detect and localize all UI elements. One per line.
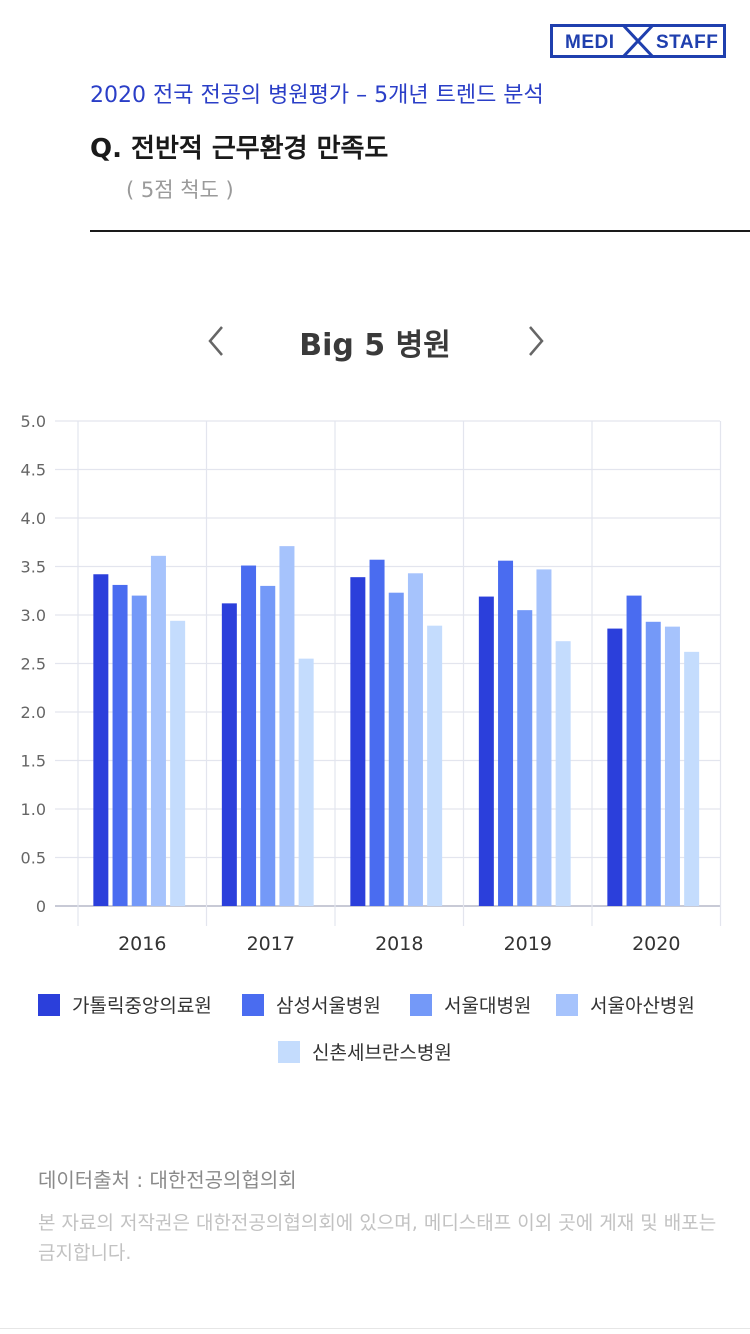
bar-2018-5 bbox=[427, 625, 443, 906]
legend-label: 삼성서울병원 bbox=[276, 995, 381, 1017]
y-tick-label: 2.0 bbox=[21, 703, 46, 722]
logo-x-mark bbox=[620, 24, 656, 58]
bar-2017-3 bbox=[260, 585, 276, 906]
data-source: 데이터출처 : 대한전공의협의회 bbox=[38, 1168, 297, 1192]
medistaff-logo: MEDI STAFF bbox=[550, 24, 726, 58]
legend-item: 서울아산병원 bbox=[556, 991, 695, 1018]
bar-2017-1 bbox=[221, 603, 237, 906]
copyright-notice: 본 자료의 저작권은 대한전공의협의회에 있으며, 메디스태프 이외 곳에 게재… bbox=[38, 1212, 717, 1264]
bottom-divider bbox=[0, 1328, 750, 1329]
bar-2016-4 bbox=[150, 555, 166, 906]
bar-2020-5 bbox=[684, 651, 700, 906]
bar-2019-3 bbox=[517, 610, 533, 906]
x-tick-label: 2016 bbox=[118, 933, 166, 955]
legend-swatch bbox=[556, 993, 578, 1016]
bar-2016-5 bbox=[170, 620, 186, 906]
y-tick-label: 1.5 bbox=[21, 752, 46, 771]
bar-2019-5 bbox=[555, 641, 571, 906]
x-tick-label: 2017 bbox=[247, 933, 295, 955]
legend-swatch bbox=[38, 993, 60, 1016]
x-tick-label: 2018 bbox=[375, 933, 423, 955]
bar-2019-4 bbox=[536, 569, 552, 906]
y-tick-label: 2.5 bbox=[21, 655, 46, 674]
y-tick-label: 3.5 bbox=[21, 558, 46, 577]
y-tick-label: 4.5 bbox=[21, 461, 46, 480]
y-tick-label: 0.5 bbox=[21, 849, 46, 868]
legend-label: 신촌세브란스병원 bbox=[312, 1042, 452, 1064]
bar-2017-4 bbox=[279, 546, 295, 906]
bar-2020-3 bbox=[645, 621, 661, 906]
report-subtitle: 2020 전국 전공의 병원평가 – 5개년 트렌드 분석 bbox=[90, 83, 544, 108]
header-divider bbox=[90, 230, 750, 232]
legend-item: 삼성서울병원 bbox=[242, 991, 381, 1018]
logo-text-left: MEDI bbox=[565, 32, 615, 53]
bar-2018-1 bbox=[350, 577, 366, 906]
legend-label: 서울아산병원 bbox=[590, 995, 695, 1017]
y-tick-label: 0 bbox=[36, 897, 46, 916]
y-tick-label: 4.0 bbox=[21, 509, 46, 528]
bar-2019-2 bbox=[498, 560, 514, 906]
bar-2020-1 bbox=[607, 628, 623, 906]
bar-2020-2 bbox=[626, 595, 642, 906]
bar-2017-5 bbox=[298, 658, 314, 906]
bar-2016-2 bbox=[112, 584, 128, 906]
logo-text-right: STAFF bbox=[656, 32, 719, 53]
bar-2016-1 bbox=[93, 574, 109, 906]
bar-2016-3 bbox=[131, 595, 147, 906]
bar-2019-1 bbox=[478, 596, 494, 906]
y-tick-label: 5.0 bbox=[21, 412, 46, 431]
question-title: Q. 전반적 근무환경 만족도 bbox=[90, 134, 389, 164]
legend-item: 신촌세브란스병원 bbox=[278, 1038, 452, 1065]
scale-note: ( 5점 척도 ) bbox=[126, 178, 234, 202]
x-tick-label: 2019 bbox=[504, 933, 552, 955]
y-tick-label: 3.0 bbox=[21, 606, 46, 625]
legend-swatch bbox=[278, 1040, 300, 1063]
legend-swatch bbox=[242, 993, 264, 1016]
chevron-right-icon[interactable] bbox=[522, 322, 552, 360]
bar-2018-4 bbox=[407, 573, 423, 906]
legend-label: 가톨릭중앙의료원 bbox=[72, 995, 212, 1017]
legend-label: 서울대병원 bbox=[444, 995, 532, 1017]
legend-swatch bbox=[410, 993, 432, 1016]
x-tick-label: 2020 bbox=[632, 933, 680, 955]
bar-2020-4 bbox=[664, 626, 680, 906]
legend-item: 서울대병원 bbox=[410, 991, 531, 1018]
bar-2018-2 bbox=[369, 559, 385, 906]
bar-2018-3 bbox=[388, 592, 404, 906]
bar-2017-2 bbox=[241, 565, 257, 906]
bar-chart: 0 0.5 1.0 1.5 2.0 2.5 3.0 3.5 4.0 4.5 5.0 2016 2017 2… bbox=[21, 412, 722, 955]
chevron-left-icon[interactable] bbox=[202, 322, 232, 360]
hospital-group-title: Big 5 병원 bbox=[299, 328, 451, 363]
y-tick-label: 1.0 bbox=[21, 800, 46, 819]
legend-item: 가톨릭중앙의료원 bbox=[38, 991, 212, 1018]
